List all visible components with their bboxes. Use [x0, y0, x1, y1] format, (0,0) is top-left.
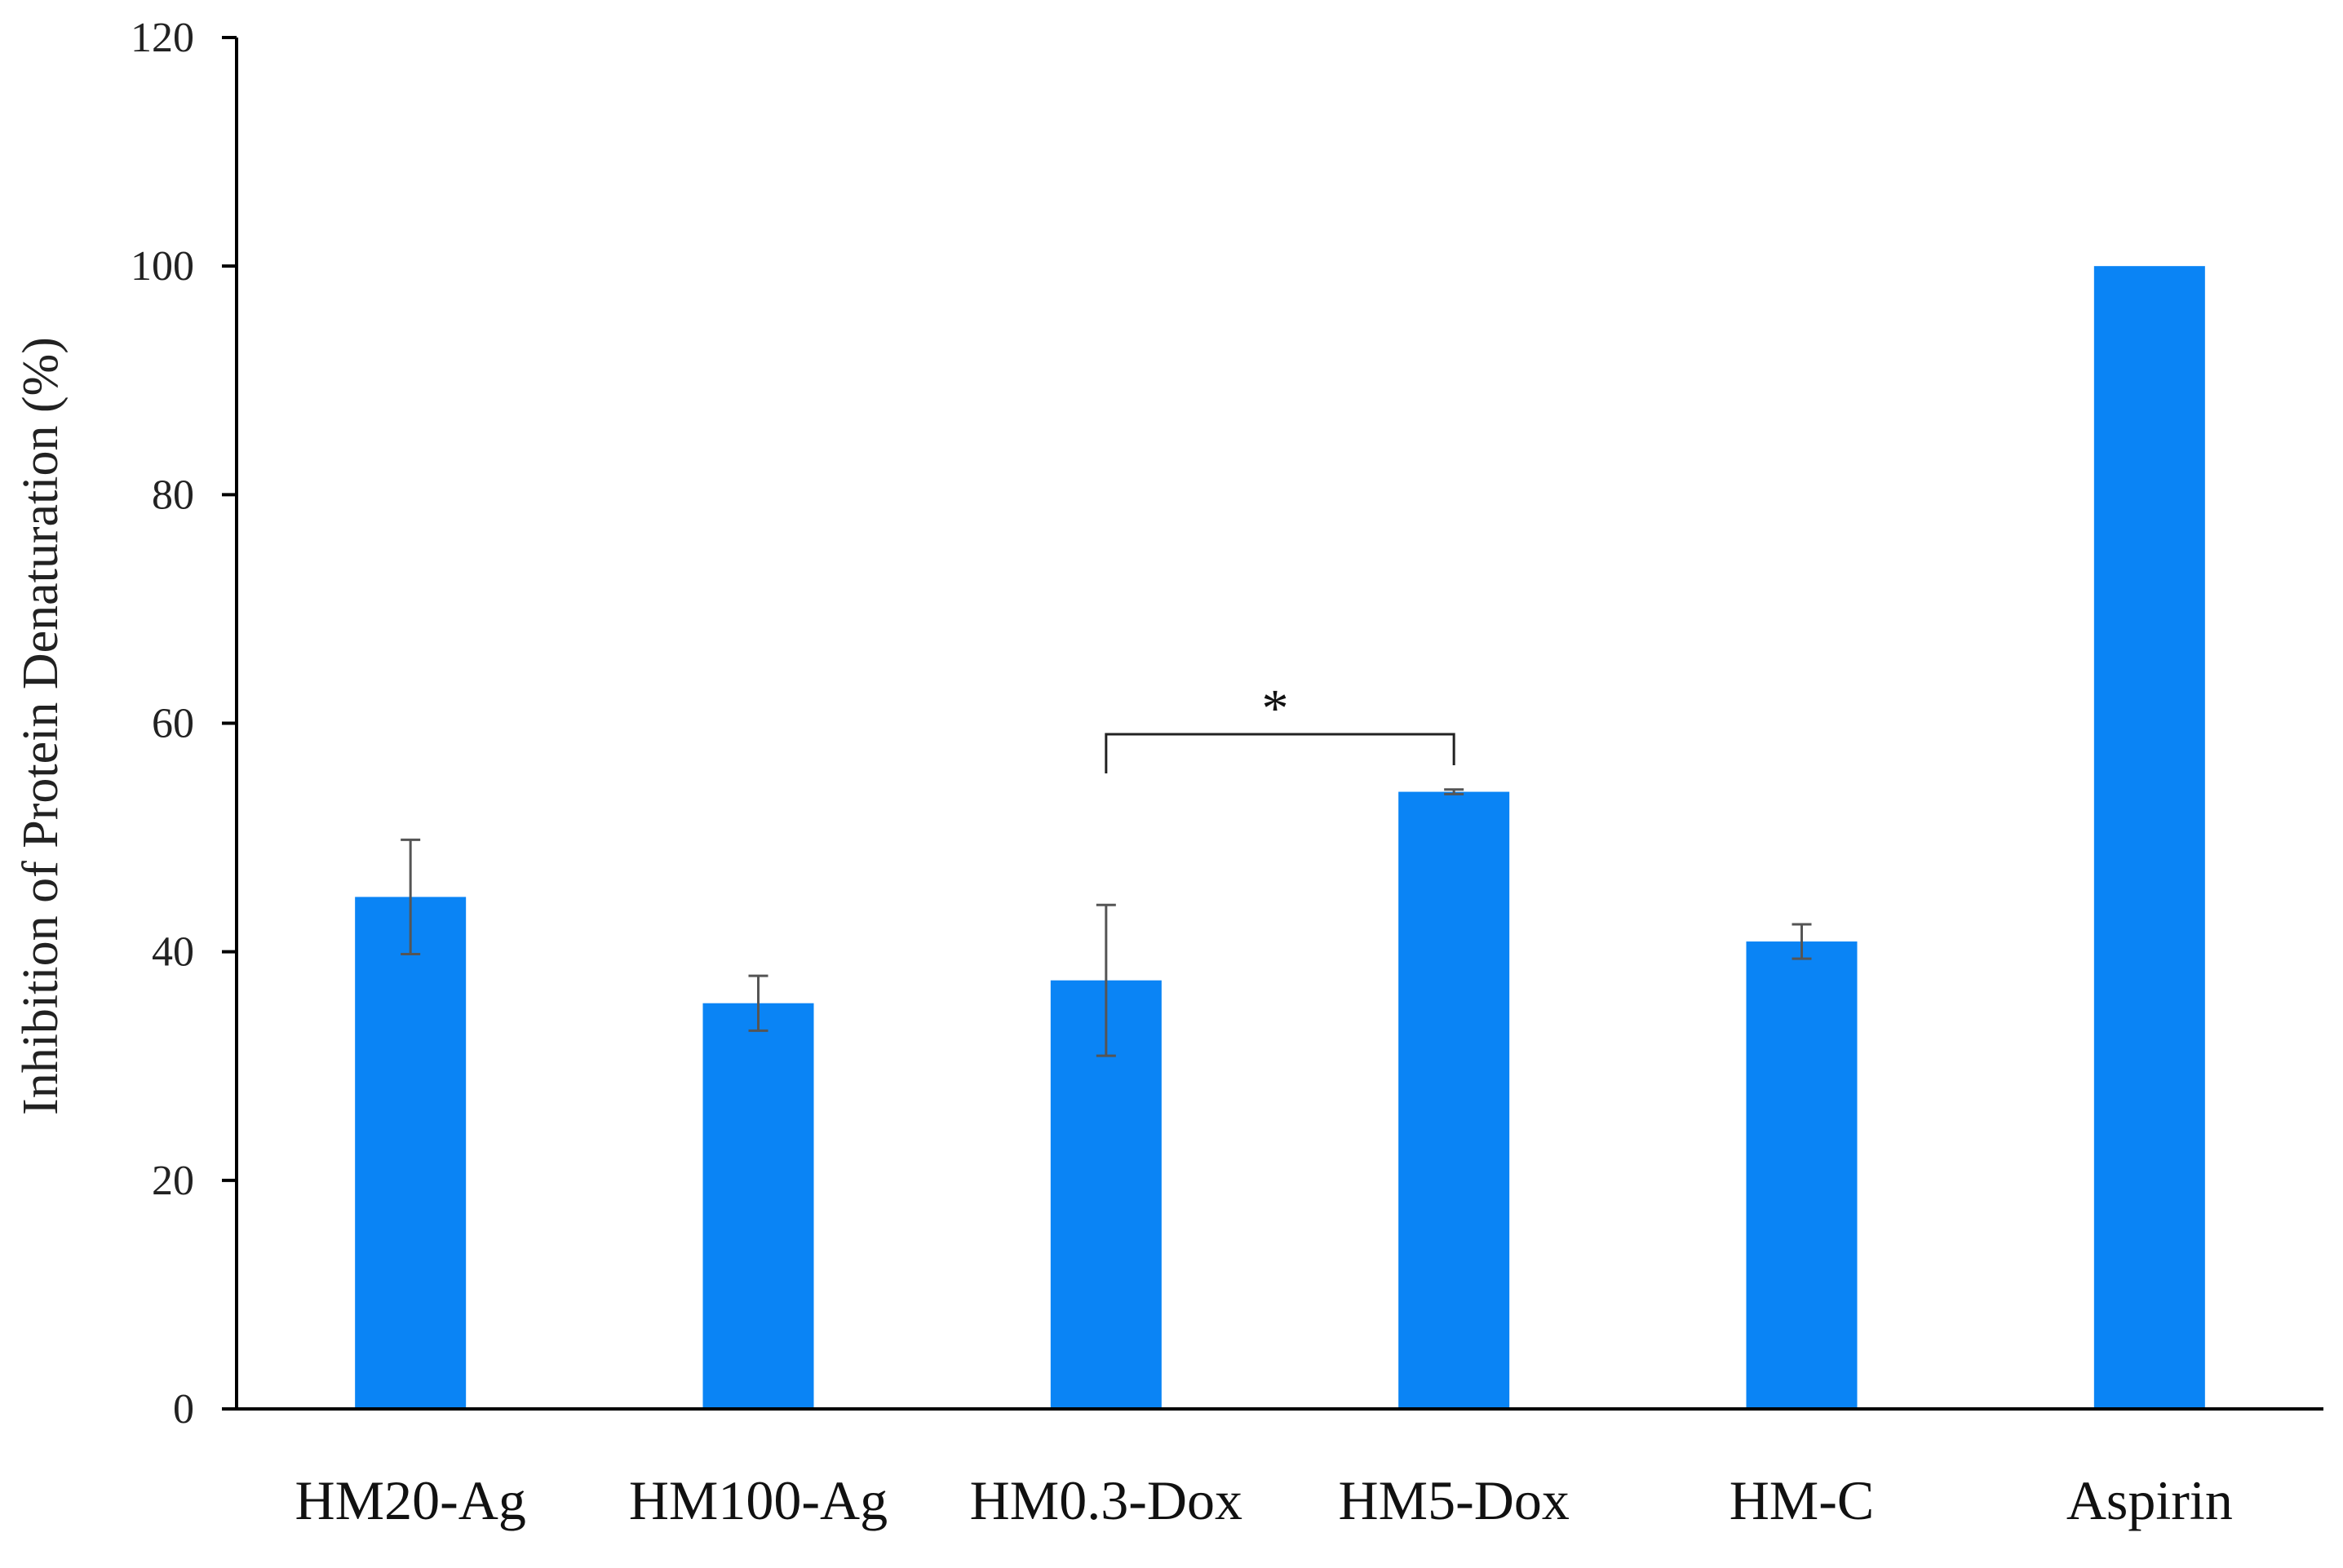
y-tick-label: 20 — [152, 1158, 194, 1204]
x-tick-label: Aspirin — [2066, 1469, 2233, 1531]
y-tick-label: 100 — [131, 243, 194, 290]
x-tick-label: HM0.3-Dox — [970, 1469, 1242, 1531]
error-bar-hm100-ag — [748, 974, 768, 1032]
error-bars-layer — [401, 788, 1812, 1057]
y-tick-label: 40 — [152, 929, 194, 976]
x-tick-label: HM-C — [1730, 1469, 1875, 1531]
bar-hm-c — [1746, 941, 1858, 1409]
labels-layer: HM20-Ag HM100-Ag HM0.3-Dox HM5-Dox HM-C Aspir… — [131, 15, 2233, 1531]
y-axis-title: Inhibition of Protein Denaturation (%) — [13, 337, 69, 1115]
annotations-layer: * — [1105, 679, 1455, 773]
significance-bracket — [1105, 733, 1455, 773]
y-tick-label: 80 — [152, 472, 194, 518]
axes-layer — [222, 36, 2323, 1411]
x-tick-label: HM5-Dox — [1339, 1469, 1570, 1531]
bars-layer — [355, 266, 2205, 1410]
bar-aspirin — [2093, 266, 2205, 1410]
x-tick-label: HM20-Ag — [295, 1469, 526, 1531]
error-bar-hm5-dox — [1444, 788, 1464, 795]
y-tick-label: 0 — [173, 1386, 194, 1433]
bar-hm20-ag — [355, 897, 467, 1409]
error-bar-hm20-ag — [401, 838, 421, 955]
error-bar-hm0-3-dox — [1096, 903, 1116, 1057]
y-tick-label: 60 — [152, 701, 194, 747]
x-tick-label: HM100-Ag — [629, 1469, 888, 1531]
bar-hm5-dox — [1398, 791, 1510, 1409]
error-bar-hm-c — [1792, 923, 1812, 960]
significance-label: * — [1262, 679, 1289, 738]
bar-hm100-ag — [702, 1003, 814, 1409]
y-tick-label: 120 — [131, 15, 194, 61]
